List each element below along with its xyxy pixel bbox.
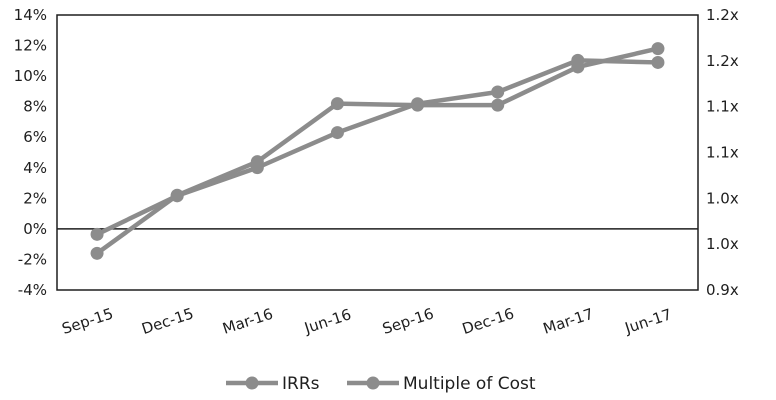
x-tick-label: Sep-16 <box>380 305 436 338</box>
y-right-tick-label: 1.2x <box>706 6 739 24</box>
x-tick-label: Mar-16 <box>220 305 275 338</box>
legend-swatch-marker-irrs <box>245 376 259 390</box>
y-right-tick-label: 1.2x <box>706 52 739 70</box>
y-left-tick-label: -2% <box>18 250 47 268</box>
chart-legend: IRRs Multiple of Cost <box>226 374 536 394</box>
legend-label-irrs: IRRs <box>282 374 320 394</box>
y-right-tick-label: 1.1x <box>706 144 739 162</box>
data-point-irrs <box>491 98 505 112</box>
data-point-multiple-of-cost <box>170 189 184 203</box>
data-point-multiple-of-cost <box>651 55 665 69</box>
plot-frame <box>56 14 699 291</box>
legend-label-multiple-of-cost: Multiple of Cost <box>403 374 536 394</box>
legend-swatch-marker-multiple-of-cost <box>366 376 380 390</box>
y-left-tick-label: -4% <box>18 281 47 299</box>
x-tick-label: Sep-15 <box>60 305 116 338</box>
x-tick-label: Jun-17 <box>622 305 674 337</box>
y-right-tick-label: 0.9x <box>706 281 739 299</box>
y-left-tick-label: 4% <box>23 159 47 177</box>
series-line-irrs <box>95 46 659 256</box>
data-point-multiple-of-cost <box>411 97 425 111</box>
data-point-irrs <box>651 42 665 56</box>
series-line-multiple-of-cost <box>96 58 658 237</box>
x-tick-label: Mar-17 <box>541 305 596 338</box>
x-tick-label: Dec-15 <box>139 304 195 338</box>
y-left-tick-label: 12% <box>14 37 47 55</box>
data-point-multiple-of-cost <box>250 161 264 175</box>
y-left-tick-label: 10% <box>14 67 47 85</box>
y-right-tick-label: 1.0x <box>706 235 739 253</box>
x-tick-label: Dec-16 <box>460 304 516 338</box>
data-point-multiple-of-cost <box>330 126 344 140</box>
data-point-irrs <box>90 246 104 260</box>
y-right-tick-label: 1.0x <box>706 189 739 207</box>
y-left-tick-label: 14% <box>14 6 47 24</box>
data-point-multiple-of-cost <box>491 85 505 99</box>
data-point-irrs <box>330 97 344 111</box>
y-left-tick-label: 6% <box>23 128 47 146</box>
y-left-tick-label: 8% <box>23 98 47 116</box>
y-left-tick-label: 2% <box>23 189 47 207</box>
data-point-multiple-of-cost <box>571 53 585 67</box>
x-tick-label: Jun-16 <box>301 305 353 337</box>
y-right-tick-label: 1.1x <box>706 98 739 116</box>
y-left-tick-label: 0% <box>23 220 47 238</box>
series-layer <box>90 42 665 260</box>
data-point-multiple-of-cost <box>90 227 104 241</box>
